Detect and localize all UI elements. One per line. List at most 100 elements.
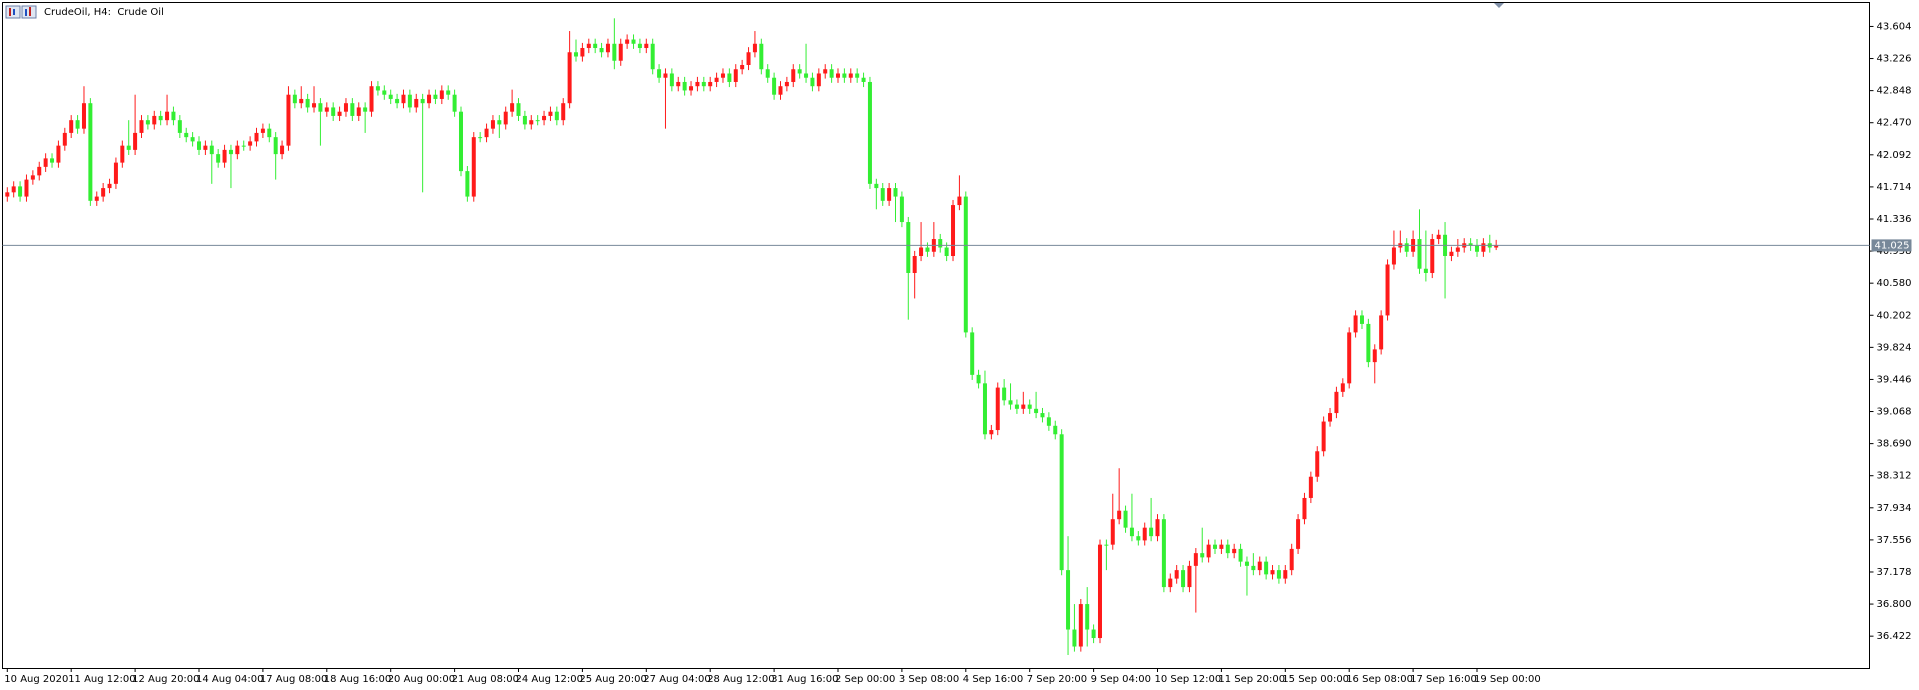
candle-body [1417,239,1422,269]
candle-body [574,52,579,57]
candle-body [535,120,540,122]
candle-body [867,81,872,184]
x-tick-label: 4 Sep 16:00 [963,674,1023,685]
candle-body [772,77,777,95]
icon-bar [9,8,11,16]
y-tick-label: 43.226 [1877,54,1912,65]
candle-body [1455,247,1460,252]
candle-body [81,103,86,129]
x-tick-label: 2 Sep 00:00 [835,674,895,685]
x-tick-label: 28 Aug 12:00 [707,674,774,685]
y-tick-label: 40.202 [1877,310,1912,321]
candle-body [714,77,719,82]
candle-body [746,52,751,65]
candle-body [1129,527,1134,537]
candle-body [957,196,962,206]
candle-body [682,81,687,91]
candle-body [139,120,144,133]
x-tick-label: 15 Sep 00:00 [1282,674,1349,685]
candle-body [1436,234,1441,240]
candle-body [241,145,246,147]
candle-body [1161,519,1166,588]
y-tick-label: 37.934 [1877,503,1912,514]
candle-body [625,39,630,44]
candle-body [855,73,860,78]
x-tick-label: 21 Aug 08:00 [452,674,519,685]
candle-body [273,137,278,155]
candle-body [1078,604,1083,647]
marks: 43.604 43.226 42.848 42.470 42.092 41.714 41.3… [2,18,1912,685]
icon-bar [13,9,15,15]
candle-body [190,137,195,142]
candle-body [50,158,55,163]
candle-body [1059,434,1064,571]
y-tick-label: 42.848 [1877,86,1912,97]
candle-body [1302,497,1307,520]
candle-body [1328,413,1333,422]
candle-body [1193,553,1198,566]
candle-body [1430,239,1435,273]
candle-body [657,69,662,78]
candle-body [593,43,598,49]
candle-body [529,120,534,125]
candle-body [842,73,847,78]
candle-body [1110,519,1115,545]
candle-body [925,247,930,252]
candle-body [433,94,438,99]
candle-body [1379,315,1384,350]
candle-body [37,166,42,176]
candle-body [797,69,802,74]
candle-body [599,48,604,53]
candle-body [260,128,265,133]
candle-body [1046,417,1051,426]
y-tick-label: 36.422 [1877,631,1912,642]
candle-body [1034,408,1039,414]
candle-body [823,69,828,74]
candle-body [989,430,994,435]
candle-body [101,188,106,197]
candle-body [893,188,898,197]
candle-body [465,171,470,197]
candle-body [369,86,374,112]
candle-body [970,332,975,375]
candle-body [1206,544,1211,558]
candle-body [228,149,233,155]
candle-body [944,247,949,257]
candle-body [280,145,285,155]
candle-body [427,94,432,104]
candle-body [1066,570,1071,630]
candle-body [1468,243,1473,246]
x-tick-label: 20 Aug 00:00 [388,674,455,685]
candle-body [778,86,783,95]
candle-body [938,239,943,248]
candle-body [375,86,380,91]
candle-body [561,103,566,121]
candle-body [363,107,368,112]
candle-body [1321,421,1326,452]
icon-bar [25,9,27,16]
candle-body [784,81,789,87]
y-tick-label: 37.178 [1877,567,1912,578]
y-tick-label: 42.092 [1877,150,1912,161]
candle-body [158,115,163,121]
candle-body [995,387,1000,431]
candle-body [1334,391,1339,414]
y-tick-label: 39.068 [1877,407,1912,418]
candle-body [874,183,879,189]
y-tick-label: 40.958 [1877,246,1912,257]
x-tick-label: 10 Sep 12:00 [1155,674,1222,685]
candle-body [836,73,840,78]
candle-body [350,103,355,116]
price-label: 41.025 [1875,240,1910,251]
x-tick-label: 10 Aug 2020 [4,674,68,685]
candle-body [951,205,956,257]
candle-body [152,115,157,125]
candle-body [1385,264,1390,316]
candle-body [740,64,745,70]
candle-body [503,111,508,125]
candle-body [145,120,150,125]
candle-body [1136,536,1141,541]
candle-body [414,98,419,108]
x-tick-label: 7 Sep 20:00 [1027,674,1087,685]
